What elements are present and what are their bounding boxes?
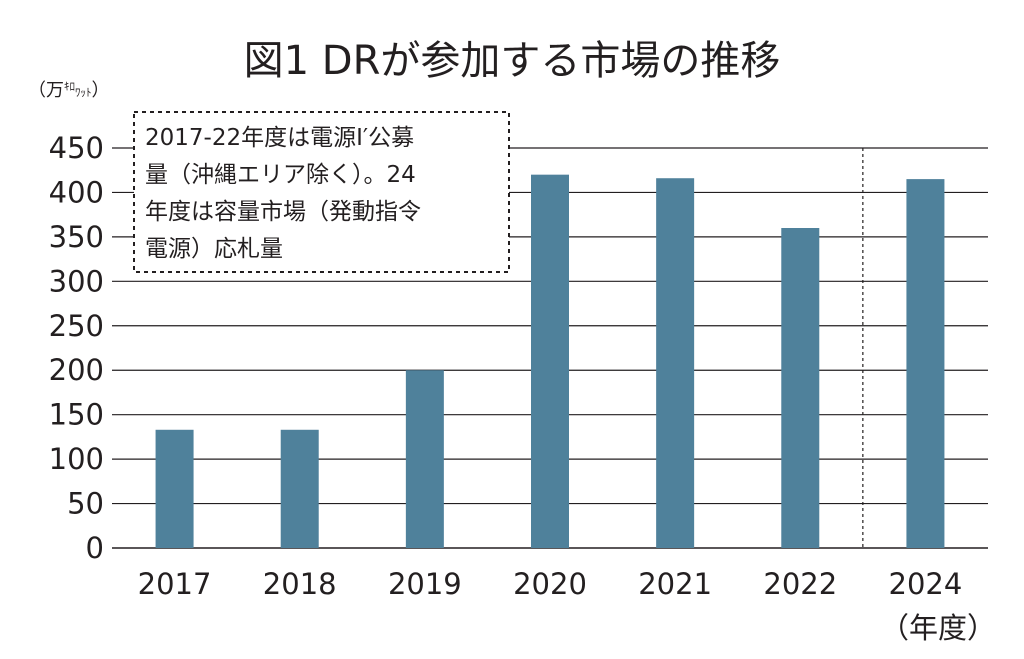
y-tick-label-0: 0 (86, 531, 104, 565)
unit-watt: ﾜｯﾄ (75, 86, 92, 99)
y-axis-unit: （万ｷﾛﾜｯﾄ） (28, 80, 110, 101)
x-tick-label-2020: 2020 (513, 567, 587, 601)
unit-kilo: ｷﾛ (64, 80, 75, 93)
bar-2018 (280, 429, 319, 548)
annotation-line-3: 年度は容量市場（発動指令 (145, 199, 421, 225)
bar-2017 (155, 429, 194, 548)
y-tick-label-200: 200 (49, 353, 104, 387)
x-tick-label-2017: 2017 (138, 567, 212, 601)
annotation-box: 2017-22年度は電源Ⅰ′公募 量（沖縄エリア除く）。24 年度は容量市場（発… (133, 111, 510, 273)
unit-close: ） (92, 80, 110, 101)
bar-2021 (656, 178, 695, 548)
y-tick-label-450: 450 (49, 131, 104, 165)
y-tick-label-100: 100 (49, 442, 104, 476)
x-tick-label-2018: 2018 (263, 567, 337, 601)
y-tick-label-250: 250 (49, 309, 104, 343)
bar-2019 (405, 370, 444, 548)
y-tick-label-400: 400 (49, 175, 104, 209)
unit-open: （万 (28, 80, 64, 101)
annotation-line-2: 量（沖縄エリア除く）。24 (145, 162, 416, 188)
x-axis-ticks: 2017 2018 2019 2020 2021 2022 2024 (138, 567, 963, 601)
y-tick-label-50: 50 (67, 487, 104, 521)
x-axis-label: （年度） (880, 611, 996, 645)
y-tick-label-150: 150 (49, 398, 104, 432)
y-tick-label-300: 300 (49, 264, 104, 298)
bar-2024 (906, 179, 945, 548)
bar-2020 (531, 174, 569, 548)
annotation-line-4: 電源）応札量 (145, 236, 283, 262)
bar-2022 (781, 228, 820, 548)
bars (155, 174, 945, 548)
chart-title: 図1 DRが参加する市場の推移 (244, 38, 781, 84)
annotation-line-1: 2017-22年度は電源Ⅰ′公募 (145, 125, 414, 151)
annotation-border (133, 111, 510, 273)
x-tick-label-2021: 2021 (638, 567, 712, 601)
x-tick-label-2019: 2019 (388, 567, 462, 601)
y-tick-label-350: 350 (49, 220, 104, 254)
x-tick-label-2024: 2024 (889, 567, 963, 601)
y-axis-ticks: 0 50 100 150 200 250 300 350 400 450 (49, 131, 104, 565)
x-tick-label-2022: 2022 (763, 567, 837, 601)
